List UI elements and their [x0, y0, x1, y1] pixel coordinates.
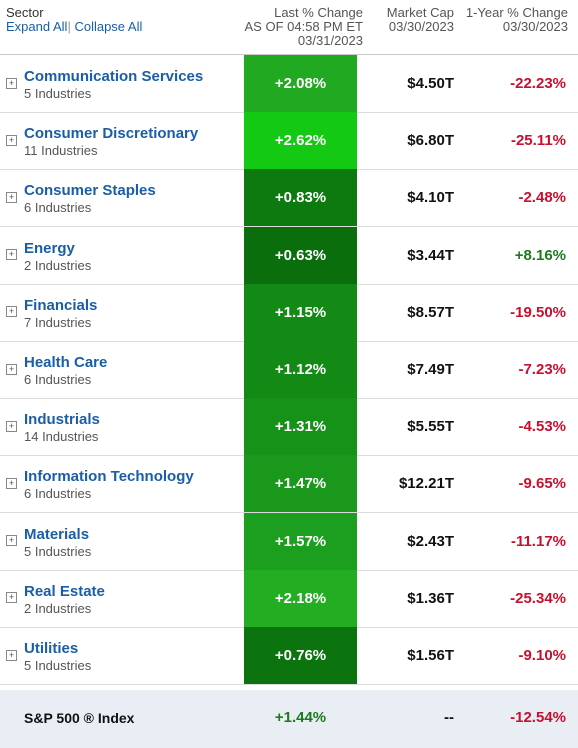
industry-count: 5 Industries: [24, 658, 92, 673]
industry-count: 11 Industries: [24, 143, 98, 159]
sector-name-link[interactable]: Real Estate: [24, 582, 105, 600]
table-row: + Financials 7 Industries +1.15% $8.57T -19.5…: [0, 283, 578, 342]
market-cap-cell: $12.21T: [398, 475, 454, 493]
year-change-cell: -25.11%: [510, 132, 566, 150]
plus-box-icon[interactable]: +: [6, 134, 17, 146]
year-change-cell: -2.48%: [518, 189, 566, 207]
last-change-cell: +2.08%: [244, 55, 357, 112]
plus-box-icon[interactable]: +: [6, 477, 17, 489]
plus-box-icon[interactable]: +: [6, 306, 17, 318]
sector-name-link[interactable]: Consumer Staples: [24, 182, 156, 200]
plus-box-icon[interactable]: +: [6, 249, 17, 261]
last-change-cell: +0.63%: [244, 226, 357, 284]
last-change-header[interactable]: Last % Change AS OF 04:58 PM ET 03/31/20…: [233, 5, 364, 48]
year-change-cell: -25.34%: [510, 589, 566, 607]
market-cap-cell: $5.55T: [407, 418, 454, 436]
table-row: + Consumer Staples 6 Industries +0.83% $4.10…: [0, 169, 578, 228]
industry-count: 6 Industries: [24, 200, 92, 216]
expand-all-link[interactable]: Expand All: [6, 19, 68, 34]
table-row: + Health Care 6 Industries +1.12% $7.49T -7.2…: [0, 341, 578, 399]
plus-box-icon[interactable]: +: [6, 77, 17, 89]
table-row: + Utilities 5 Industries +0.76% $1.56T -9.10%: [0, 627, 578, 685]
last-change-cell: +1.57%: [244, 512, 357, 570]
sector-name-link[interactable]: Financials: [24, 296, 98, 314]
year-change-cell: -9.10%: [518, 647, 566, 664]
plus-box-icon[interactable]: +: [6, 363, 17, 375]
market-cap-cell: $6.80T: [407, 132, 454, 150]
last-change-cell: +0.83%: [244, 169, 357, 227]
year-change-date: 03/30/2023: [502, 19, 568, 34]
index-market-cap: --: [444, 709, 454, 726]
plus-box-icon[interactable]: +: [6, 191, 17, 203]
header-separator: |: [67, 19, 71, 34]
index-change: +1.44%: [274, 709, 327, 726]
market-cap-cell: $1.56T: [407, 647, 454, 664]
last-change-date: 03/31/2023: [297, 33, 363, 48]
market-cap-cell: $1.36T: [407, 589, 454, 607]
sector-name-link[interactable]: Information Technology: [24, 468, 194, 486]
collapse-all-link[interactable]: Collapse All: [74, 19, 143, 34]
sector-name-link[interactable]: Consumer Discretionary: [24, 125, 199, 143]
industry-count: 2 Industries: [24, 600, 92, 616]
sector-name-link[interactable]: Energy: [24, 239, 75, 257]
last-change-cell: +2.62%: [244, 112, 357, 170]
market-cap-cell: $7.49T: [407, 361, 454, 378]
year-change-cell: -7.23%: [518, 361, 566, 378]
sector-label: Sector: [6, 5, 44, 20]
market-cap-label: Market Cap: [386, 5, 454, 20]
table-row: + Materials 5 Industries +1.57% $2.43T -11.17…: [0, 512, 578, 571]
year-change-header[interactable]: 1-Year % Change 03/30/2023: [448, 6, 568, 34]
industry-count: 2 Industries: [24, 257, 92, 273]
market-cap-cell: $3.44T: [407, 246, 454, 264]
sector-header: Sector Expand All| Collapse All: [6, 6, 142, 34]
industry-count: 6 Industries: [24, 372, 92, 387]
year-change-label: 1-Year % Change: [465, 5, 568, 20]
year-change-cell: -19.50%: [510, 303, 566, 321]
last-change-cell: +1.47%: [244, 455, 357, 513]
market-cap-cell: $8.57T: [407, 303, 454, 321]
table-row: + Communication Services 5 Industries +2.08…: [0, 55, 578, 113]
table-row: + Consumer Discretionary 11 Industries +2.6…: [0, 112, 578, 171]
market-cap-cell: $4.10T: [407, 189, 454, 207]
last-change-cell: +2.18%: [244, 569, 357, 627]
table-row: + Industrials 14 Industries +1.31% $5.55T -4.…: [0, 398, 578, 457]
table-row: + Real Estate 2 Industries +2.18% $1.36T -25.…: [0, 569, 578, 628]
year-change-cell: -22.23%: [510, 75, 566, 92]
sector-name-link[interactable]: Utilities: [24, 640, 79, 657]
year-change-cell: -4.53%: [518, 418, 566, 436]
industry-count: 7 Industries: [24, 314, 92, 330]
last-change-cell: +1.12%: [244, 341, 357, 398]
index-footer-row: S&P 500 ® Index +1.44% -- -12.54%: [0, 690, 578, 748]
table-row: + Energy 2 Industries +0.63% $3.44T +8.16%: [0, 226, 578, 285]
year-change-cell: -9.65%: [518, 475, 566, 493]
sector-name-link[interactable]: Industrials: [24, 411, 100, 429]
plus-box-icon[interactable]: +: [6, 592, 17, 604]
sector-name-link[interactable]: Communication Services: [24, 68, 204, 85]
plus-box-icon[interactable]: +: [6, 535, 17, 547]
market-cap-cell: $4.50T: [407, 75, 454, 92]
index-year-change: -12.54%: [510, 709, 566, 726]
industry-count: 14 Industries: [24, 429, 99, 445]
industry-count: 5 Industries: [24, 543, 92, 559]
plus-box-icon[interactable]: +: [6, 420, 17, 432]
market-cap-cell: $2.43T: [407, 532, 454, 550]
sector-name-link[interactable]: Health Care: [24, 354, 108, 371]
market-cap-date: 03/30/2023: [388, 19, 454, 34]
industry-count: 5 Industries: [24, 86, 92, 101]
index-name: S&P 500 ® Index: [24, 710, 135, 726]
last-change-asof: AS OF 04:58 PM ET: [244, 19, 364, 34]
industry-count: 6 Industries: [24, 486, 92, 502]
year-change-cell: -11.17%: [510, 532, 566, 550]
table-row: + Information Technology 6 Industries +1.47…: [0, 455, 578, 514]
year-change-cell: +8.16%: [514, 246, 566, 264]
last-change-cell: +1.31%: [244, 398, 357, 456]
last-change-cell: +1.15%: [244, 283, 357, 341]
plus-box-icon[interactable]: +: [6, 649, 17, 661]
market-cap-header[interactable]: Market Cap 03/30/2023: [364, 6, 454, 34]
sector-name-link[interactable]: Materials: [24, 525, 90, 543]
last-change-cell: +0.76%: [244, 627, 357, 684]
last-change-label: Last % Change: [274, 5, 363, 20]
table-header: Sector Expand All| Collapse All Last % C…: [0, 0, 578, 55]
